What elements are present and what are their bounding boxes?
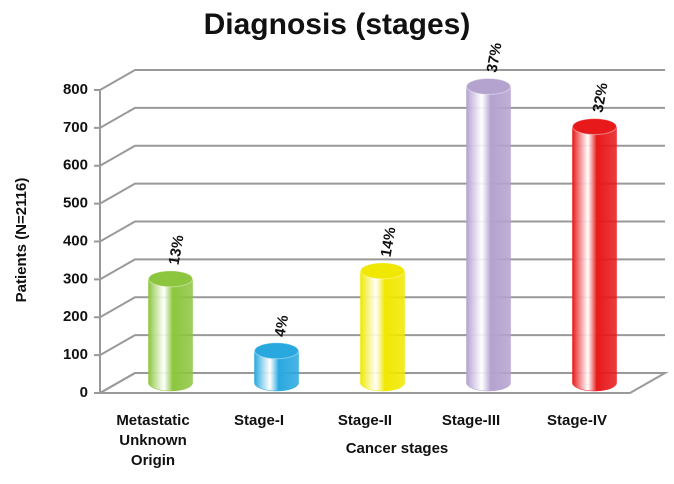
x-tick-label: Stage-II — [337, 412, 393, 429]
y-tick-label: 800 — [63, 81, 88, 98]
y-tick-label: 400 — [63, 232, 88, 249]
grid-line — [99, 69, 665, 91]
y-tick-label: 700 — [63, 119, 88, 136]
value-label: 32% — [590, 81, 612, 114]
bar-top — [148, 270, 193, 288]
bar — [466, 86, 511, 392]
y-tick-label: 200 — [63, 308, 88, 325]
value-label: 14% — [378, 226, 400, 259]
bar — [148, 278, 193, 392]
bar-top — [466, 77, 511, 95]
value-label: 37% — [484, 41, 506, 74]
bar-top — [572, 118, 617, 136]
x-tick-label: Stage-IV — [546, 412, 607, 429]
y-axis-label: Patients (N=2116) — [13, 178, 30, 303]
y-tick-label: 500 — [63, 195, 88, 212]
y-tick-label: 600 — [63, 157, 88, 174]
bar-top — [254, 342, 299, 360]
x-tick-label: Stage-III — [441, 412, 501, 429]
y-tick-label: 0 — [80, 384, 88, 401]
bar — [572, 126, 617, 392]
chart-title: Diagnosis (stages) — [204, 8, 471, 41]
value-label: 4% — [272, 314, 293, 338]
x-tick-label: Stage-I — [233, 412, 284, 429]
x-axis-label: Cancer stages — [346, 440, 449, 457]
value-label: 13% — [166, 234, 188, 267]
bar-top — [360, 262, 405, 280]
x-tick-label: Metastatic Unknown Origin — [116, 412, 190, 469]
y-tick-label: 300 — [63, 270, 88, 287]
bar — [360, 270, 405, 392]
bar — [254, 350, 299, 392]
y-tick-label: 100 — [63, 346, 88, 363]
